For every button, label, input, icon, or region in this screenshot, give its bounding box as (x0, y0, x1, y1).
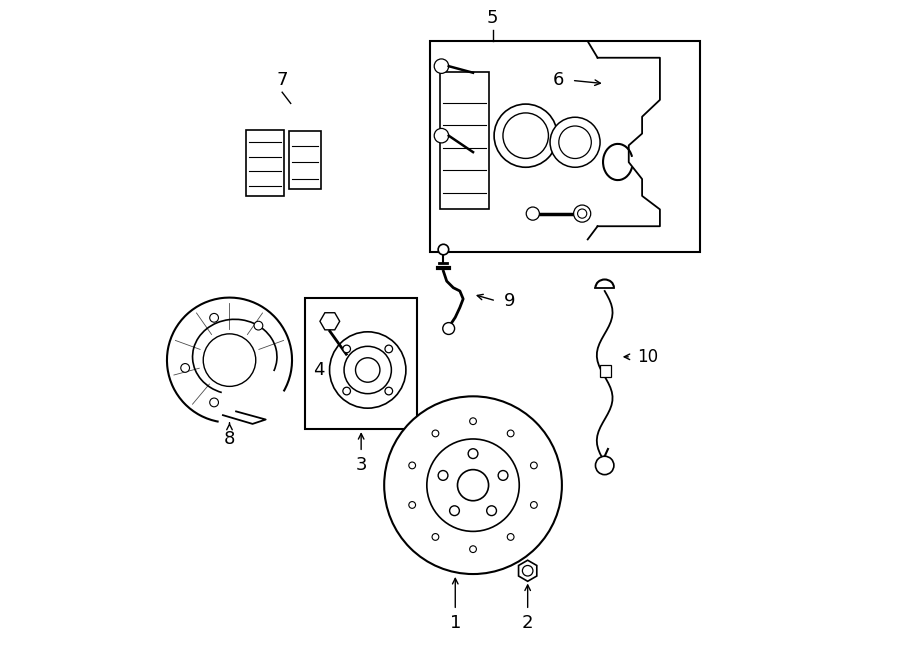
Circle shape (457, 469, 489, 501)
Polygon shape (518, 561, 536, 581)
Text: 2: 2 (522, 615, 534, 633)
Circle shape (438, 471, 448, 481)
Circle shape (343, 387, 350, 395)
Bar (600, 365, 610, 377)
Circle shape (409, 462, 416, 469)
Circle shape (573, 205, 590, 222)
Circle shape (432, 533, 439, 540)
Text: 1: 1 (450, 615, 461, 633)
Bar (440, 73, 490, 210)
Circle shape (499, 471, 508, 481)
Polygon shape (320, 313, 339, 330)
Circle shape (427, 439, 519, 531)
Circle shape (344, 346, 392, 394)
Circle shape (526, 207, 539, 220)
Bar (290, 131, 321, 189)
Circle shape (432, 430, 439, 437)
Circle shape (385, 387, 392, 395)
Bar (430, 41, 700, 252)
Circle shape (470, 418, 476, 424)
Circle shape (203, 334, 256, 387)
Circle shape (254, 321, 263, 330)
Circle shape (434, 128, 449, 143)
Circle shape (530, 502, 537, 508)
Bar (305, 297, 417, 429)
Circle shape (550, 117, 600, 167)
Text: 6: 6 (553, 71, 564, 89)
Circle shape (468, 449, 478, 459)
Circle shape (438, 245, 449, 254)
Circle shape (494, 104, 557, 167)
Text: 9: 9 (503, 292, 515, 310)
Text: 3: 3 (356, 457, 367, 475)
Circle shape (522, 565, 533, 576)
Text: 4: 4 (312, 361, 324, 379)
Text: 7: 7 (276, 71, 288, 89)
Text: 10: 10 (637, 348, 658, 366)
Circle shape (596, 456, 614, 475)
Circle shape (487, 506, 497, 516)
Text: 8: 8 (224, 430, 235, 448)
Circle shape (578, 209, 587, 218)
Circle shape (508, 533, 514, 540)
Circle shape (343, 345, 350, 353)
Text: 5: 5 (487, 9, 499, 27)
Circle shape (210, 313, 219, 322)
Circle shape (443, 323, 454, 334)
Circle shape (329, 332, 406, 408)
Circle shape (559, 126, 591, 159)
Circle shape (434, 59, 449, 73)
Circle shape (384, 397, 562, 574)
Circle shape (385, 345, 392, 353)
Circle shape (210, 398, 219, 407)
Circle shape (409, 502, 416, 508)
Circle shape (503, 113, 548, 159)
Circle shape (356, 358, 380, 382)
Circle shape (508, 430, 514, 437)
Circle shape (470, 546, 476, 553)
Circle shape (530, 462, 537, 469)
Circle shape (181, 364, 190, 372)
Bar (246, 130, 284, 196)
Circle shape (450, 506, 459, 516)
